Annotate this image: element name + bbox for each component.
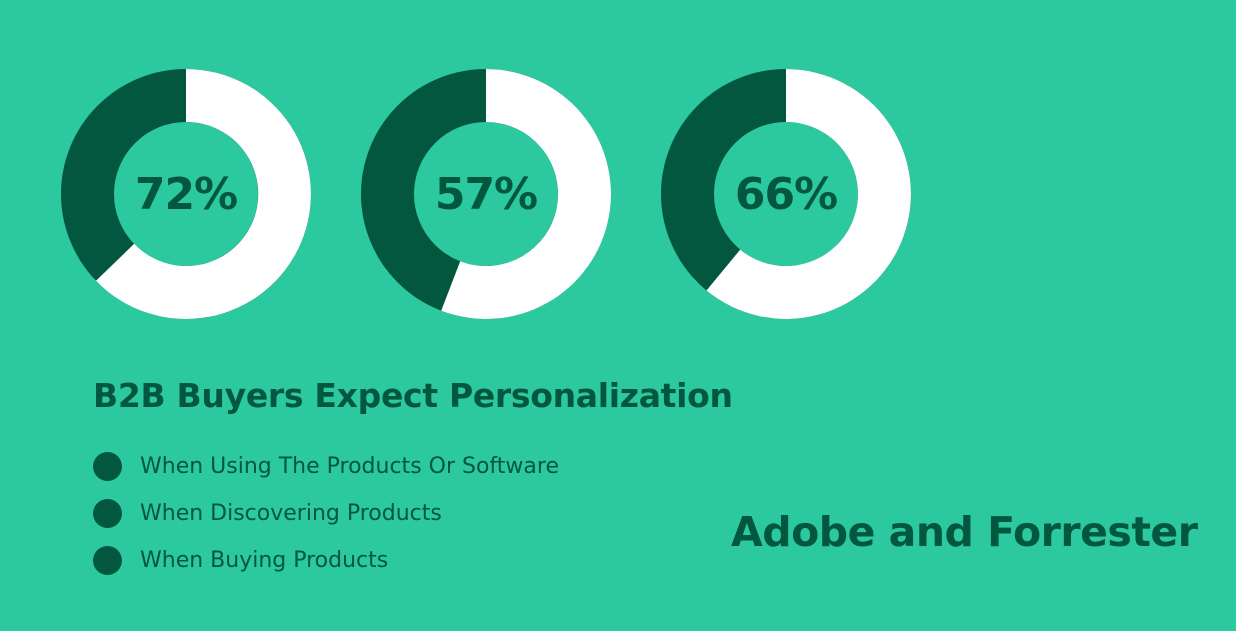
source-credit: Adobe and Forrester [731, 508, 1198, 556]
donut-value: 66% [734, 168, 838, 220]
bullet-dot-icon [93, 452, 122, 481]
bullet-dot-icon [93, 546, 122, 575]
legend-label: When Using The Products Or Software [140, 454, 559, 479]
legend-item: When Buying Products [93, 537, 559, 584]
donut-ring [361, 69, 611, 319]
chart-title: B2B Buyers Expect Personalization [93, 376, 733, 415]
donut-chart-buying: 66% [661, 69, 911, 319]
donut-value: 72% [134, 168, 238, 220]
legend-label: When Discovering Products [140, 501, 442, 526]
bullet-dot-icon [93, 499, 122, 528]
legend: When Using The Products Or Software When… [93, 443, 559, 584]
donut-arc-white [706, 69, 911, 319]
legend-item: When Using The Products Or Software [93, 443, 559, 490]
donut-ring [61, 69, 311, 319]
donut-chart-using: 72% [61, 69, 311, 319]
donut-ring [661, 69, 911, 319]
donut-arc-white [96, 69, 311, 319]
donut-chart-discovering: 57% [361, 69, 611, 319]
legend-label: When Buying Products [140, 548, 389, 573]
donut-arc-white [441, 69, 611, 319]
legend-item: When Discovering Products [93, 490, 559, 537]
donut-value: 57% [434, 168, 538, 220]
